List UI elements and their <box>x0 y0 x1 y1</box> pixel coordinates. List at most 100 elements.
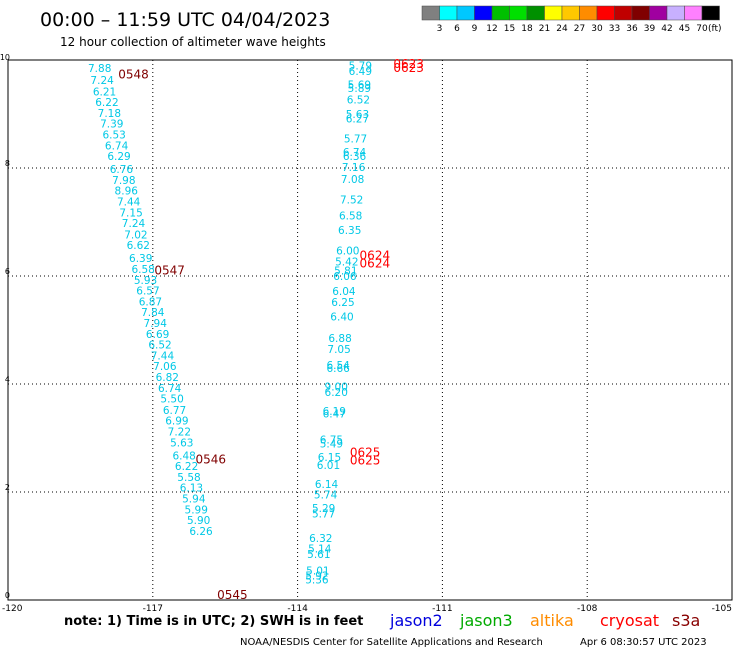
y-tick-label: 4 <box>5 375 10 384</box>
wave-height-value: 5.79 <box>349 60 372 72</box>
footer-note: note: 1) Time is in UTC; 2) SWH is in fe… <box>64 614 363 629</box>
wave-height-value: 7.88 <box>88 63 111 75</box>
wave-height-value: 6.77 <box>163 405 186 417</box>
satellite-legend: jason2 jason3 altika cryosat s3a <box>389 611 700 630</box>
data-points: 7.887.246.216.227.187.396.536.746.296.76… <box>88 60 372 586</box>
wave-height-value: 6.87 <box>139 296 162 308</box>
wave-height-value: 5.58 <box>177 472 200 484</box>
wave-height-value: 5.89 <box>348 83 371 95</box>
wave-height-value: 6.15 <box>318 452 341 464</box>
wave-height-value: 6.01 <box>317 460 340 472</box>
wave-height-value: 6.27 <box>346 113 369 125</box>
wave-height-value: 5.99 <box>185 504 208 516</box>
wave-height-value: 6.20 <box>325 387 348 399</box>
wave-height-value: 7.18 <box>98 108 121 120</box>
satellite-cryosat: cryosat <box>600 611 659 630</box>
time-label: 0547 <box>154 264 185 278</box>
satellite-jason2: jason2 <box>389 611 443 630</box>
wave-height-value: 7.94 <box>144 318 168 330</box>
scale-swatch <box>474 5 493 21</box>
y-tick-label: 0 <box>5 591 10 600</box>
wave-height-value: 5.63 <box>170 437 193 449</box>
scale-label: 24 <box>556 24 568 34</box>
wave-height-value: 7.24 <box>122 218 146 230</box>
wave-height-value: 7.44 <box>151 350 175 362</box>
scale-swatch <box>649 5 668 21</box>
wave-height-value: 5.92 <box>305 571 328 583</box>
wave-height-value: 5.90 <box>187 515 210 527</box>
wave-height-value: 6.04 <box>332 286 356 298</box>
wave-height-value: 6.62 <box>127 240 150 252</box>
grid-lines <box>8 60 732 600</box>
wave-height-value: 6.58 <box>339 211 362 223</box>
wave-height-value: 7.02 <box>124 229 147 241</box>
wave-height-value: 6.29 <box>107 151 130 163</box>
scale-label: 21 <box>539 24 550 34</box>
y-tick-label: 8 <box>5 159 10 168</box>
scale-unit: (ft) <box>708 24 722 34</box>
wave-height-value: 5.77 <box>344 133 367 145</box>
wave-height-value: 5.01 <box>306 565 329 577</box>
scale-swatch <box>456 5 475 21</box>
scale-swatch <box>631 5 650 21</box>
wave-height-value: 6.52 <box>148 340 171 352</box>
wave-height-value: 6.22 <box>175 461 198 473</box>
scale-swatch <box>544 5 563 21</box>
x-tick-label: -105 <box>712 604 732 614</box>
scale-label: 3 <box>437 24 443 34</box>
wave-height-value: 6.88 <box>328 333 351 345</box>
footer-credit: NOAA/NESDIS Center for Satellite Applica… <box>240 637 543 648</box>
time-label: 0625 <box>350 454 381 468</box>
wave-height-value: 5.49 <box>320 438 343 450</box>
time-label: 0546 <box>195 453 226 467</box>
wave-height-value: 6.49 <box>349 66 372 78</box>
x-tick-label: -120 <box>2 604 23 614</box>
wave-height-value: 5.74 <box>314 490 338 502</box>
x-tick-label: -108 <box>577 604 598 614</box>
scale-swatch <box>614 5 633 21</box>
satellite-jason3: jason3 <box>459 611 513 630</box>
wave-height-value: 8.96 <box>115 186 139 198</box>
x-tick-label: -114 <box>287 604 308 614</box>
wave-height-value: 5.77 <box>312 509 335 521</box>
wave-height-value: 7.05 <box>327 344 350 356</box>
wave-height-value: 9.00 <box>325 382 348 394</box>
scale-swatch <box>421 5 440 21</box>
scale-swatch <box>596 5 615 21</box>
wave-height-value: 6.14 <box>315 479 339 491</box>
scale-label: 33 <box>609 24 620 34</box>
wave-height-value: 5.29 <box>312 503 335 515</box>
wave-height-value: 6.69 <box>146 329 169 341</box>
wave-height-value: 5.63 <box>346 109 369 121</box>
scale-swatch <box>701 5 720 21</box>
wave-height-value: 7.15 <box>119 207 142 219</box>
time-label: 0624 <box>360 257 391 271</box>
wave-height-value: 7.39 <box>100 119 123 131</box>
scale-label: 45 <box>679 24 690 34</box>
time-label: 0548 <box>118 68 149 82</box>
x-tick-labels: -120 -117 -114 -111 -108 -105 <box>2 604 732 614</box>
scale-swatch <box>579 5 598 21</box>
scale-swatch <box>509 5 528 21</box>
scale-label: 6 <box>454 24 460 34</box>
wave-height-value: 6.40 <box>330 312 353 324</box>
wave-height-value: 6.57 <box>136 286 159 298</box>
time-label: 0624 <box>360 248 391 262</box>
scale-label: 30 <box>591 24 603 34</box>
wave-height-value: 5.69 <box>348 79 371 91</box>
wave-height-value: 5.14 <box>308 544 332 556</box>
wave-height-value: 6.36 <box>343 151 367 163</box>
wave-height-value: 5.42 <box>335 256 358 268</box>
wave-height-value: 7.98 <box>112 175 135 187</box>
scale-label: 15 <box>504 24 515 34</box>
wave-height-value: 6.74 <box>105 140 129 152</box>
scale-label: 9 <box>472 24 478 34</box>
x-tick-label: -117 <box>143 604 163 614</box>
wave-height-value: 5.81 <box>334 266 357 278</box>
scale-swatch <box>491 5 510 21</box>
wave-height-value: 5.61 <box>307 549 330 561</box>
wave-height-value: 7.84 <box>141 307 165 319</box>
y-tick-label: 2 <box>5 483 10 492</box>
satellite-s3a: s3a <box>672 611 700 630</box>
